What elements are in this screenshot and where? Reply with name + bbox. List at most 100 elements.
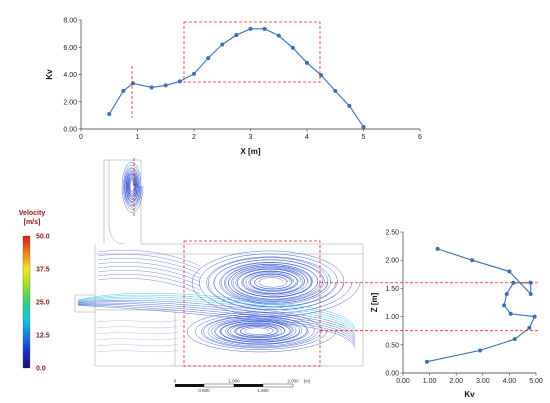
- lower-vortex-streamline: [211, 318, 310, 345]
- right-y-tick-label: 2.00: [385, 258, 399, 265]
- right-y-axis-title: Z [m]: [370, 292, 379, 312]
- right-data-point: [511, 280, 516, 285]
- jet-streamline: [77, 302, 356, 342]
- top-y-tick-label: 8.00: [63, 18, 77, 25]
- right-x-tick-label: 2.00: [449, 378, 463, 385]
- lower-left-streamline: [96, 349, 179, 353]
- top-data-point: [121, 88, 126, 93]
- lower-left-streamline: [96, 325, 179, 329]
- flow-highlight-box: [183, 240, 321, 367]
- left-streamline: [97, 253, 201, 271]
- right-data-point: [504, 292, 509, 297]
- right-data-point: [527, 325, 532, 330]
- top-data-point: [149, 85, 154, 90]
- top-y-axis-title: Kv: [45, 69, 54, 80]
- lower-vortex-streamline: [186, 311, 337, 353]
- scale-bar-top-label: 1.000: [228, 379, 240, 384]
- legend-tick-label: 37.5: [36, 267, 50, 274]
- lower-vortex-core: [256, 329, 260, 333]
- top-y-tick-label: 2.00: [63, 99, 77, 106]
- top-x-tick-label: 1: [136, 134, 140, 141]
- top-data-point: [347, 103, 352, 108]
- lower-left-streamline: [96, 319, 179, 323]
- jet-streamline: [77, 301, 356, 340]
- right-series-line: [426, 248, 536, 363]
- top-x-tick-label: 5: [362, 134, 366, 141]
- right-data-point: [502, 303, 507, 308]
- left-streamline: [97, 257, 201, 275]
- upper-vortex-streamline: [191, 250, 361, 317]
- scale-bar-bottom-label: 0.500: [198, 388, 210, 393]
- top-data-point: [290, 45, 295, 50]
- top-data-point: [206, 56, 211, 61]
- right-data-point: [532, 314, 537, 319]
- left-streamline: [97, 261, 201, 279]
- right-y-tick-label: 2.50: [385, 230, 399, 237]
- scale-bar-segment: [203, 383, 235, 388]
- top-data-point: [192, 71, 196, 76]
- legend-tick-label: 0.0: [36, 366, 46, 373]
- upper-vortex-streamline: [220, 262, 329, 304]
- jet-streamline: [77, 299, 356, 337]
- duct-vortex-core: [130, 184, 134, 188]
- jet-streamline: [77, 304, 356, 346]
- legend-color-bar: [22, 235, 31, 369]
- right-data-point: [512, 337, 517, 342]
- top-data-point: [234, 32, 239, 37]
- right-x-tick-label: 0.00: [396, 378, 410, 385]
- duct-vortex-streamline: [128, 176, 136, 197]
- upper-vortex-core: [270, 280, 274, 284]
- outline-edge: [94, 159, 364, 367]
- lower-left-streamline: [96, 337, 179, 341]
- legend-title-line1: Velocity: [19, 210, 46, 217]
- legend-ticks: 50.0 37.5 25.0 12.5 0.0: [36, 234, 50, 373]
- top-kv-chart: 0 1 2 3 4 5 6 0.00 2.00 4.00 6.00 8.00 X [m] Kv: [45, 18, 422, 157]
- lower-vortex-streamline: [227, 322, 292, 340]
- scale-bar-segment: [234, 384, 263, 387]
- top-data-point: [130, 81, 135, 86]
- flow-streamline-plot: 0 1.000 2.000 (m) 0.500 1.500: [74, 158, 364, 393]
- left-streamline: [97, 269, 201, 287]
- velocity-legend: Velocity [m/s] 50.0 37.5 25.0 12.5 0.0: [19, 210, 50, 373]
- top-data-point: [220, 42, 225, 47]
- lower-left-streamline: [96, 343, 179, 347]
- right-data-point: [478, 348, 483, 353]
- jet-streamline: [77, 296, 356, 333]
- right-y-tick-label: 0.00: [385, 371, 399, 378]
- right-x-axis-title: Kv: [464, 390, 475, 399]
- scale-bar-top-label: 2.000: [287, 379, 299, 384]
- legend-tick-label: 25.0: [36, 300, 50, 307]
- scale-bar-segment: [262, 383, 294, 388]
- right-y-tick-label: 0.50: [385, 342, 399, 349]
- top-y-tick-label: 4.00: [63, 72, 77, 79]
- lower-vortex-streamline: [219, 320, 301, 343]
- scale-bar-segment: [175, 384, 204, 387]
- jet-streamline: [77, 305, 356, 348]
- right-data-point: [424, 359, 429, 364]
- streamlines: [77, 161, 361, 353]
- right-axis-ticks: 0.00 1.00 2.00 3.00 4.00 5.00 0.00 0.50 1.00 1.50…: [385, 230, 543, 386]
- right-x-tick-label: 1.00: [423, 378, 437, 385]
- upper-vortex-streamline: [228, 265, 321, 301]
- jet-streamline: [77, 294, 356, 331]
- right-data-point: [435, 246, 440, 251]
- top-y-tick-label: 0.00: [63, 127, 77, 134]
- left-streamline: [97, 277, 201, 295]
- right-x-tick-label: 5.00: [529, 378, 543, 385]
- top-x-tick-label: 4: [305, 134, 309, 141]
- right-y-tick-label: 1.50: [385, 286, 399, 293]
- top-x-tick-label: 2: [192, 134, 196, 141]
- top-series-group: [107, 26, 366, 129]
- top-data-point: [262, 26, 267, 31]
- top-data-point: [361, 124, 366, 129]
- top-x-tick-label: 3: [249, 134, 253, 141]
- legend-tick-label: 12.5: [36, 333, 50, 340]
- left-streamline: [97, 249, 201, 267]
- top-x-tick-label: 6: [418, 134, 422, 141]
- jet-streamline: [77, 292, 356, 329]
- left-streamline: [97, 273, 201, 291]
- outline-edge: [95, 309, 176, 366]
- outline-edge: [108, 160, 125, 245]
- right-data-point: [470, 258, 475, 263]
